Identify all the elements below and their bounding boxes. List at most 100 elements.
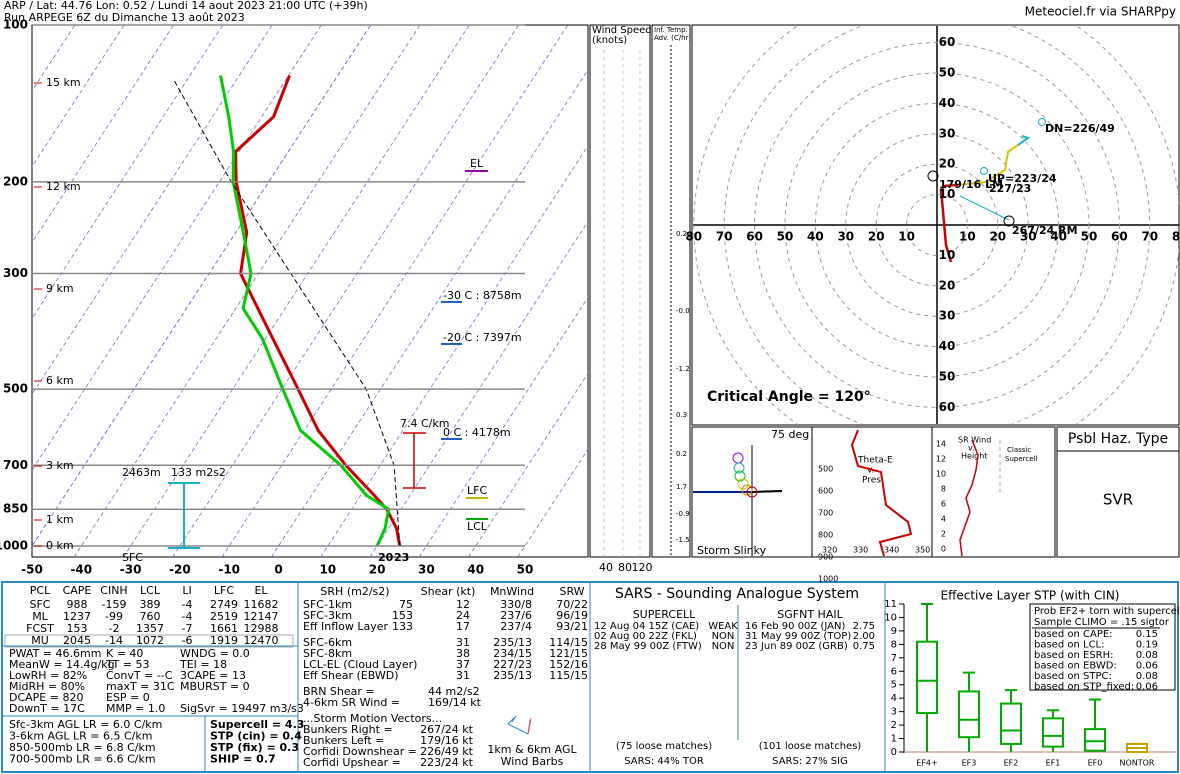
srwind-height-label: 4: [941, 515, 946, 524]
wind-panel: [589, 24, 651, 558]
lcl-label: LCL: [467, 520, 488, 533]
legend-value: 0.06: [1136, 682, 1158, 693]
composite-index: SHIP = 0.7: [210, 753, 276, 766]
height-label: 3 km: [46, 459, 74, 472]
panel-title: v.: [968, 444, 975, 453]
hodo-label: 60: [939, 400, 956, 414]
height-label: 6 km: [46, 374, 74, 387]
stp-category: NONTOR: [1119, 759, 1154, 768]
box: [1084, 728, 1106, 752]
wind-tick-label: 80: [618, 561, 632, 574]
corfidi: [1038, 118, 1046, 126]
index-value: WNDG = 0.0: [180, 647, 250, 660]
index-value: MBURST = 0: [180, 680, 250, 693]
freezing-label: -30 C : 8758m: [443, 289, 522, 302]
hodo-label: 50: [939, 370, 956, 384]
hodograph-plot: [693, 26, 1179, 424]
panel-title: Theta-E: [857, 456, 893, 466]
isotherm: [271, 69, 588, 557]
panel-title: Adv. (C/hr): [654, 34, 691, 42]
hodo-label: 20: [868, 230, 885, 244]
section-title: ...Storm Motion Vectors...: [303, 712, 442, 725]
sars-value: WEAK: [708, 621, 738, 632]
hodo-label: 20: [939, 157, 956, 171]
sars-summary: SARS: 44% TOR: [624, 756, 704, 767]
table-cell: 12: [456, 598, 470, 611]
hazard-value: SVR: [1103, 491, 1133, 509]
hodo-label: 30: [939, 309, 956, 323]
stp-tick-label: 7: [891, 653, 897, 664]
sars-matches: (101 loose matches): [759, 741, 862, 752]
srwind-height-label: 0: [941, 545, 946, 554]
legend-row: based on STPC:: [1034, 671, 1112, 682]
hodo-label: 50: [939, 66, 956, 80]
table-cell: -7: [182, 622, 193, 635]
x-tick-label: 0: [274, 563, 282, 577]
isotherm: [369, 220, 588, 557]
slinky-ring: [737, 478, 749, 490]
srwind-height-label: 12: [936, 455, 946, 464]
corfidi: [980, 167, 988, 175]
hodo-trace: [1017, 135, 1031, 146]
lapse-bar: [403, 432, 426, 489]
adv-value: 1.7: [676, 483, 687, 491]
x-tick-label: 50: [517, 563, 534, 577]
slinky-ring: [734, 470, 746, 482]
header-line: Run ARPEGE 6Z du Dimanche 13 août 2023: [4, 11, 245, 24]
row-label: Bunkers Left =: [303, 734, 384, 747]
table-cell: 760: [140, 610, 161, 623]
table-header: MnWind: [490, 585, 534, 598]
table-cell: 1661: [210, 622, 238, 635]
table-header: LFC: [214, 584, 234, 597]
sars-match: 23 Jun 89 00Z (GRB): [745, 641, 848, 652]
sars-heading: SGFNT HAIL: [777, 608, 843, 621]
table-cell: 389: [140, 598, 161, 611]
table-cell: 37: [456, 658, 470, 671]
theta-temp-label: 320: [822, 546, 837, 555]
theta-pres-label: 900: [818, 553, 833, 562]
height-label: 1 km: [46, 513, 74, 526]
legend-title: Sample CLIMO = .15 sigtor: [1034, 617, 1170, 628]
table-cell: 133: [392, 620, 413, 633]
isotherm: [32, 25, 125, 168]
theta-pres-label: 700: [818, 509, 833, 518]
legend-value: 0.15: [1136, 629, 1158, 640]
index-value: TT = 53: [105, 658, 149, 671]
barb-note: 1km & 6km AGL: [487, 743, 577, 756]
height-label: 0 km: [46, 539, 74, 552]
row-label: LCL-EL (Cloud Layer): [303, 658, 417, 671]
slinky-ring: [741, 484, 753, 496]
y-tick-label: 850: [3, 502, 28, 516]
isotherm: [32, 25, 371, 547]
legend-value: 0.08: [1136, 650, 1158, 661]
index-value: SigSvr = 19497 m3/s3: [180, 702, 304, 715]
table-header: SRW: [559, 585, 584, 598]
freezing-label: -20 C : 7397m: [443, 331, 522, 344]
sars-value: 0.75: [853, 641, 875, 652]
table-header: CINH: [100, 584, 127, 597]
theta-pres-label: 800: [818, 531, 833, 540]
box: [916, 640, 938, 714]
hodo-ring: [723, 26, 1151, 424]
profile-line: [219, 75, 391, 547]
hodo-label: 10: [898, 230, 915, 244]
skewt-plot: [32, 25, 588, 557]
stp-category: EF3: [962, 759, 977, 768]
hodo-label: 60: [939, 35, 956, 49]
wind-tick-label: 40: [599, 561, 613, 574]
table-cell: 115/15: [549, 669, 588, 682]
hodo-label: 50: [777, 230, 794, 244]
hodo-label: 30: [939, 126, 956, 140]
table-cell: -6: [182, 634, 193, 647]
srwind-height-label: 6: [941, 500, 946, 509]
stp-legend: [1029, 603, 1176, 691]
lfc-label: LFC: [467, 484, 487, 497]
table-cell: MU: [31, 634, 49, 647]
motion-value: 223/24 kt: [420, 756, 474, 769]
srwind-height-label: 10: [936, 470, 946, 479]
table-cell: 237/4: [500, 620, 532, 633]
y-tick-label: 1000: [0, 538, 28, 552]
sars-value: 2.75: [853, 621, 875, 632]
srwind-height-label: 8: [941, 485, 946, 494]
table-header: PCL: [30, 584, 51, 597]
